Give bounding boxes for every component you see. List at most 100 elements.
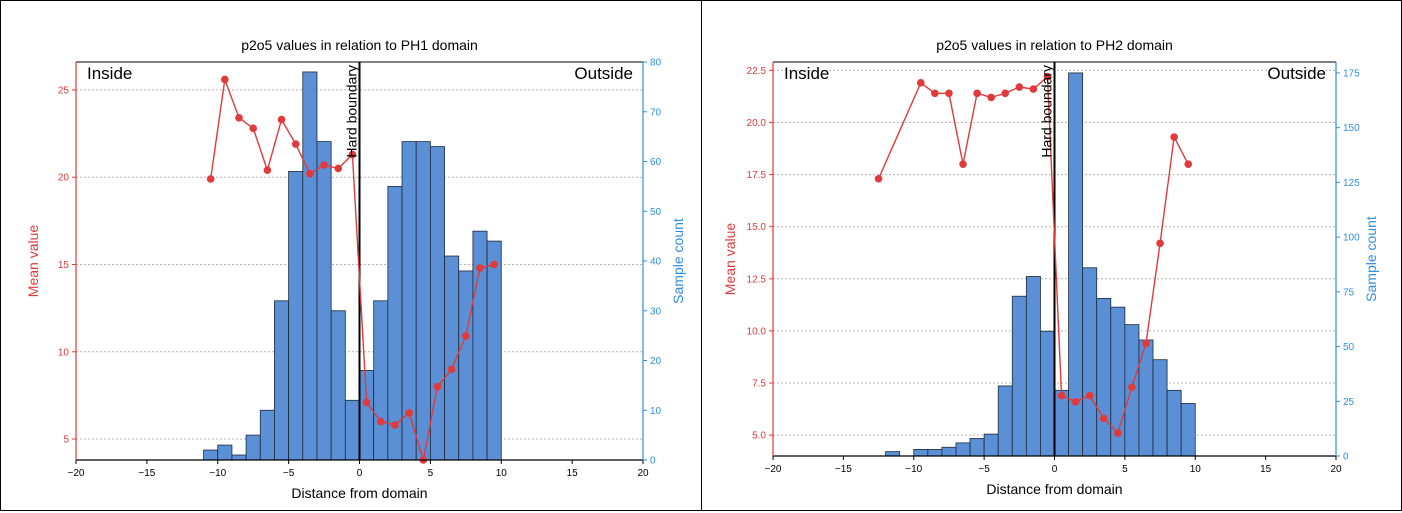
y-left-tick-label: 15 <box>58 260 70 271</box>
histogram-bar <box>1180 403 1196 457</box>
mean-value-point <box>959 160 967 168</box>
histogram-bar <box>885 451 901 457</box>
x-tick-label: −10 <box>905 464 922 475</box>
x-tick-label: −20 <box>68 468 85 479</box>
x-tick-label: 5 <box>1122 464 1128 475</box>
mean-value-point <box>334 164 343 173</box>
inside-label: Inside <box>87 64 132 83</box>
y-right-tick-label: 75 <box>1343 287 1355 298</box>
y-left-tick-label: 15.0 <box>747 222 767 233</box>
mean-value-point <box>405 409 413 417</box>
mean-value-point <box>306 169 314 178</box>
y-left-tick-label: 10 <box>58 347 70 358</box>
mean-value-point <box>1001 89 1010 98</box>
y-right-tick-label: 175 <box>1343 68 1360 79</box>
mean-value-point <box>462 332 470 340</box>
histogram-bar <box>373 300 389 461</box>
y-right-tick-label: 30 <box>650 306 662 317</box>
mean-value-point <box>376 417 385 426</box>
y-right-axis-label: Sample count <box>670 218 686 304</box>
mean-value-point <box>348 150 357 159</box>
outside-label: Outside <box>1267 64 1326 83</box>
histogram-bar <box>1082 267 1098 457</box>
histogram-bar <box>1040 330 1055 457</box>
x-tick-label: 20 <box>1330 464 1342 475</box>
histogram-bar <box>344 399 360 461</box>
histogram-bar <box>941 446 957 457</box>
y-right-tick-label: 80 <box>650 58 662 69</box>
histogram-bar <box>1096 297 1112 457</box>
mean-value-point <box>1142 339 1150 348</box>
inside-label: Inside <box>784 64 829 83</box>
histogram-bar <box>217 444 233 461</box>
chart-panel-ph1: p2o5 values in relation to PH1 domain −20… <box>0 0 702 511</box>
y-left-tick-label: 10.0 <box>747 326 767 337</box>
mean-value-point <box>291 140 300 148</box>
mean-value-point <box>973 89 981 98</box>
x-tick-label: 15 <box>567 468 579 479</box>
mean-value-point <box>916 79 925 87</box>
x-tick-label: 10 <box>1190 464 1202 475</box>
chart-ph1: p2o5 values in relation to PH1 domain −20… <box>25 37 686 501</box>
histogram-bar <box>203 449 219 461</box>
hard-boundary-label: Hard boundary <box>344 65 360 158</box>
mean-value-point <box>987 93 995 102</box>
mean-value-point <box>1156 239 1164 248</box>
mean-value-point <box>945 89 953 98</box>
mean-value-point <box>1071 397 1080 406</box>
histogram-bar <box>245 434 261 461</box>
mean-value-point <box>263 166 272 175</box>
y-right-axis-label: Sample count <box>1363 216 1379 302</box>
mean-value-point <box>1099 414 1108 423</box>
histogram-bar <box>316 141 332 461</box>
x-axis-label: Distance from domain <box>986 481 1122 497</box>
histogram-bar <box>274 300 290 461</box>
histogram-bar <box>486 240 502 461</box>
y-right-tick-label: 50 <box>1343 342 1355 353</box>
y-right-tick-label: 100 <box>1343 233 1360 244</box>
y-right-tick-label: 40 <box>650 257 662 268</box>
mean-value-point <box>1114 429 1122 437</box>
x-tick-label: −15 <box>835 464 852 475</box>
y-right-tick-label: 0 <box>1343 452 1349 463</box>
mean-value-point <box>221 75 229 84</box>
y-right-tick-label: 50 <box>650 207 662 218</box>
chart-title: p2o5 values in relation to PH2 domain <box>936 37 1173 53</box>
y-left-axis-label: Mean value <box>25 225 41 298</box>
y-right-tick-label: 0 <box>650 456 656 467</box>
mean-value-point <box>931 89 939 98</box>
x-tick-label: 10 <box>496 468 508 479</box>
histogram-bar <box>415 141 431 461</box>
x-tick-label: −5 <box>283 468 295 479</box>
histogram-bar <box>387 185 403 461</box>
chart-ph2: p2o5 values in relation to PH2 domain −20… <box>722 37 1379 497</box>
histogram-bar <box>969 438 985 457</box>
histogram-bar <box>927 449 943 457</box>
y-left-tick-label: 20.0 <box>747 118 767 129</box>
histogram-bar <box>997 385 1013 457</box>
histogram-bar <box>983 433 999 457</box>
x-axis-label: Distance from domain <box>291 485 427 501</box>
mean-value-point <box>362 398 371 407</box>
y-left-tick-label: 7.5 <box>752 379 766 390</box>
y-left-tick-label: 20 <box>58 173 70 184</box>
x-tick-label: 0 <box>1052 464 1058 475</box>
mean-value-point <box>1128 383 1136 392</box>
histogram-bar <box>288 171 304 461</box>
y-right-tick-label: 150 <box>1343 123 1360 134</box>
x-tick-label: 5 <box>428 468 434 479</box>
chart-title: p2o5 values in relation to PH1 domain <box>241 37 478 53</box>
mean-value-point <box>447 365 456 374</box>
mean-value-point <box>1015 83 1024 91</box>
x-tick-label: 0 <box>357 468 363 479</box>
y-right-tick-label: 20 <box>650 356 662 367</box>
mean-value-point <box>320 161 328 169</box>
mean-value-point <box>206 175 215 183</box>
x-tick-label: −5 <box>978 464 990 475</box>
mean-value-point <box>277 115 286 124</box>
histogram-bar <box>259 409 275 461</box>
mean-value-point <box>490 260 498 269</box>
mean-value-point <box>1184 160 1193 168</box>
mean-value-point <box>391 421 399 429</box>
